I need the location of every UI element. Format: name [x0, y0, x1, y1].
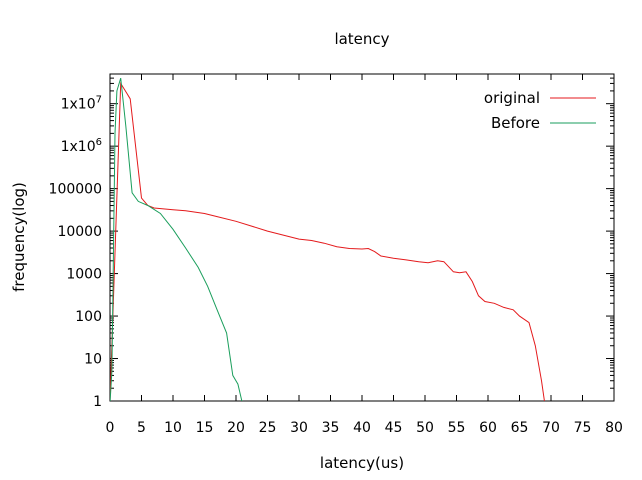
x-tick-label: 5 [137, 420, 146, 436]
x-tick-label: 80 [605, 420, 623, 436]
x-tick-label: 75 [574, 420, 592, 436]
y-tick-label: 1000 [66, 267, 102, 283]
legend: original Before [484, 89, 596, 132]
x-tick-label: 30 [290, 420, 308, 436]
y-tick-label: 100000 [49, 182, 102, 198]
y-tick-label: 1x107 [61, 95, 102, 113]
y-tick-label: 1 [93, 394, 102, 410]
chart-title: latency [334, 30, 389, 48]
x-tick-label: 50 [416, 420, 434, 436]
y-axis-label: frequency(log) [10, 182, 28, 292]
x-tick-label: 40 [353, 420, 371, 436]
series-line-before [110, 77, 243, 401]
legend-label-original: original [484, 89, 540, 107]
x-tick-label: 20 [227, 420, 245, 436]
y-tick-label: 100 [75, 309, 102, 325]
x-tick-label: 25 [259, 420, 277, 436]
x-tick-label: 60 [479, 420, 497, 436]
x-tick-label: 10 [164, 420, 182, 436]
y-tick-label: 10000 [57, 224, 102, 240]
x-tick-label: 70 [542, 420, 560, 436]
x-axis-label: latency(us) [320, 454, 404, 472]
series-lines [110, 77, 545, 401]
x-tick-label: 65 [511, 420, 529, 436]
legend-label-before: Before [491, 114, 540, 132]
y-tick-label: 10 [84, 352, 102, 368]
axis-ticks: 0 5 10 15 20 25 30 35 40 45 50 55 60 65 70 75 80 1 10 100 10… [49, 73, 623, 436]
x-tick-label: 35 [322, 420, 340, 436]
x-tick-label: 0 [106, 420, 115, 436]
x-tick-label: 55 [448, 420, 466, 436]
y-tick-label: 1x106 [61, 137, 102, 155]
x-tick-label: 45 [385, 420, 403, 436]
x-tick-label: 15 [196, 420, 214, 436]
series-line-original [110, 81, 545, 401]
